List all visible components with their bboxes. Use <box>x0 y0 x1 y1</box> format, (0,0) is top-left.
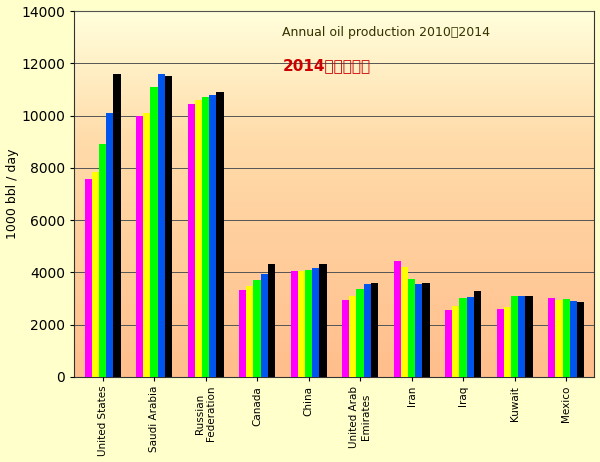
Bar <box>209 95 217 377</box>
Bar <box>371 283 378 377</box>
Bar <box>188 104 195 377</box>
Bar <box>460 298 467 377</box>
Bar <box>570 301 577 377</box>
Bar <box>556 300 563 377</box>
Bar <box>548 298 556 377</box>
Bar <box>504 307 511 377</box>
Bar <box>151 87 158 377</box>
Bar <box>349 296 356 377</box>
Bar <box>165 76 172 377</box>
Bar <box>92 172 99 377</box>
Bar <box>239 290 246 377</box>
Bar <box>298 271 305 377</box>
Bar <box>511 296 518 377</box>
Bar <box>497 310 504 377</box>
Text: Annual oil production 2010～2014: Annual oil production 2010～2014 <box>283 26 490 39</box>
Bar <box>268 264 275 377</box>
Bar <box>217 92 224 377</box>
Bar <box>364 284 371 377</box>
Bar <box>202 97 209 377</box>
Bar <box>394 261 401 377</box>
Bar <box>290 271 298 377</box>
Bar <box>85 179 92 377</box>
Bar <box>526 296 533 377</box>
Bar <box>577 302 584 377</box>
Bar <box>401 267 408 377</box>
Bar <box>319 264 326 377</box>
Bar <box>143 113 151 377</box>
Bar <box>422 283 430 377</box>
Bar <box>106 113 113 377</box>
Bar <box>113 74 121 377</box>
Bar <box>136 116 143 377</box>
Text: 2014年生産量順: 2014年生産量順 <box>283 59 370 73</box>
Bar <box>312 268 319 377</box>
Bar <box>195 100 202 377</box>
Bar <box>408 279 415 377</box>
Bar <box>563 298 570 377</box>
Bar <box>518 296 526 377</box>
Bar <box>452 306 460 377</box>
Bar <box>305 270 312 377</box>
Bar <box>342 300 349 377</box>
Bar <box>158 74 165 377</box>
Bar <box>99 144 106 377</box>
Bar <box>467 297 474 377</box>
Bar <box>445 310 452 377</box>
Bar <box>474 291 481 377</box>
Bar <box>246 286 253 377</box>
Y-axis label: 1000 bbl / day: 1000 bbl / day <box>5 149 19 239</box>
Bar <box>253 280 260 377</box>
Bar <box>415 284 422 377</box>
Bar <box>356 289 364 377</box>
Bar <box>260 274 268 377</box>
